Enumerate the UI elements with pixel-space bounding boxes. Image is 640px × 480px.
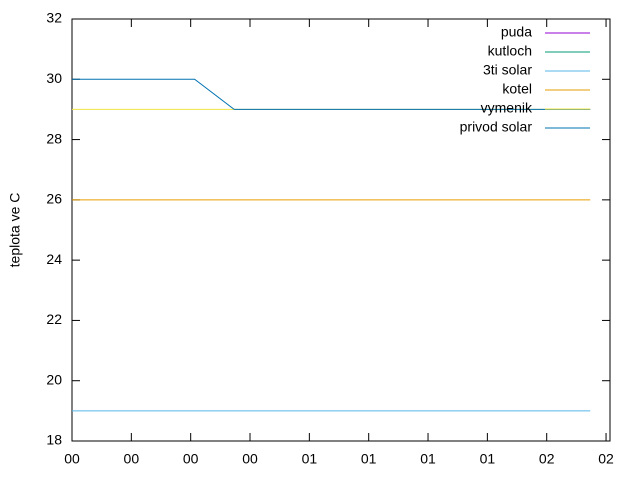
y-tick-label: 28 (46, 130, 62, 146)
series-line (72, 78, 591, 110)
x-tick-label: 00 (242, 451, 258, 467)
plot-frame (71, 18, 611, 442)
legend-label: puda (501, 24, 532, 40)
y-axis-label: teplota ve C (7, 193, 23, 268)
y-tick-label: 30 (46, 70, 62, 86)
x-tick-label: 00 (183, 451, 199, 467)
x-tick-label: 01 (361, 451, 377, 467)
y-tick-label: 22 (46, 311, 62, 327)
legend-label: vymenik (481, 100, 533, 116)
x-tick-label: 02 (598, 451, 614, 467)
legend-label: privod solar (460, 119, 533, 135)
y-tick-label: 20 (46, 371, 62, 387)
x-tick-label: 00 (64, 451, 80, 467)
y-tick-label: 18 (46, 432, 62, 448)
x-tick-label: 02 (539, 451, 555, 467)
legend-label: kutloch (488, 43, 532, 59)
y-tick-label: 32 (46, 10, 62, 26)
x-tick-label: 00 (124, 451, 140, 467)
x-tick-label: 01 (480, 451, 496, 467)
x-tick-label: 01 (420, 451, 436, 467)
x-tick-label: 01 (302, 451, 318, 467)
legend-label: kotel (502, 81, 532, 97)
y-tick-label: 26 (46, 191, 62, 207)
y-tick-label: 24 (46, 251, 62, 267)
legend-label: 3ti solar (483, 62, 532, 78)
